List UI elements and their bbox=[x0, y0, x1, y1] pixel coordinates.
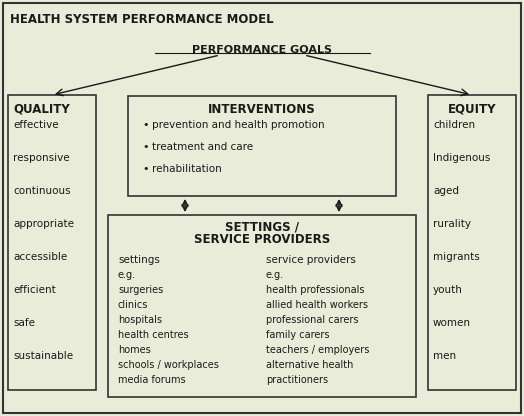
Text: SETTINGS /: SETTINGS / bbox=[225, 220, 299, 233]
Text: accessible: accessible bbox=[13, 252, 67, 262]
Text: effective: effective bbox=[13, 120, 59, 130]
Text: responsive: responsive bbox=[13, 153, 70, 163]
Text: media forums: media forums bbox=[118, 375, 185, 385]
Bar bbox=[128, 96, 396, 196]
Text: e.g.: e.g. bbox=[118, 270, 136, 280]
Text: •: • bbox=[142, 120, 148, 130]
Text: hospitals: hospitals bbox=[118, 315, 162, 325]
Text: health centres: health centres bbox=[118, 330, 189, 340]
Text: sustainable: sustainable bbox=[13, 351, 73, 361]
Text: health professionals: health professionals bbox=[266, 285, 365, 295]
Text: safe: safe bbox=[13, 318, 35, 328]
Text: prevention and health promotion: prevention and health promotion bbox=[152, 120, 325, 130]
Text: QUALITY: QUALITY bbox=[13, 102, 70, 115]
Text: e.g.: e.g. bbox=[266, 270, 284, 280]
Text: continuous: continuous bbox=[13, 186, 71, 196]
Text: family carers: family carers bbox=[266, 330, 330, 340]
Text: practitioners: practitioners bbox=[266, 375, 328, 385]
Text: service providers: service providers bbox=[266, 255, 356, 265]
Text: men: men bbox=[433, 351, 456, 361]
Bar bbox=[8, 95, 96, 390]
Text: PERFORMANCE GOALS: PERFORMANCE GOALS bbox=[192, 45, 332, 55]
Text: children: children bbox=[433, 120, 475, 130]
Text: clinics: clinics bbox=[118, 300, 148, 310]
Text: homes: homes bbox=[118, 345, 151, 355]
Text: migrants: migrants bbox=[433, 252, 480, 262]
Text: •: • bbox=[142, 164, 148, 174]
Bar bbox=[428, 95, 516, 390]
Text: teachers / employers: teachers / employers bbox=[266, 345, 369, 355]
Text: rehabilitation: rehabilitation bbox=[152, 164, 222, 174]
Text: •: • bbox=[142, 142, 148, 152]
Text: youth: youth bbox=[433, 285, 463, 295]
Text: alternative health: alternative health bbox=[266, 360, 353, 370]
Text: SERVICE PROVIDERS: SERVICE PROVIDERS bbox=[194, 233, 330, 246]
Text: rurality: rurality bbox=[433, 219, 471, 229]
Text: women: women bbox=[433, 318, 471, 328]
Text: efficient: efficient bbox=[13, 285, 56, 295]
Bar bbox=[108, 215, 416, 397]
Text: surgeries: surgeries bbox=[118, 285, 163, 295]
Text: EQUITY: EQUITY bbox=[447, 102, 496, 115]
Text: Indigenous: Indigenous bbox=[433, 153, 490, 163]
Text: settings: settings bbox=[118, 255, 160, 265]
Text: aged: aged bbox=[433, 186, 459, 196]
Text: allied health workers: allied health workers bbox=[266, 300, 368, 310]
Text: INTERVENTIONS: INTERVENTIONS bbox=[208, 103, 316, 116]
Text: professional carers: professional carers bbox=[266, 315, 358, 325]
Text: appropriate: appropriate bbox=[13, 219, 74, 229]
Text: HEALTH SYSTEM PERFORMANCE MODEL: HEALTH SYSTEM PERFORMANCE MODEL bbox=[10, 13, 274, 26]
Text: treatment and care: treatment and care bbox=[152, 142, 253, 152]
Text: schools / workplaces: schools / workplaces bbox=[118, 360, 219, 370]
